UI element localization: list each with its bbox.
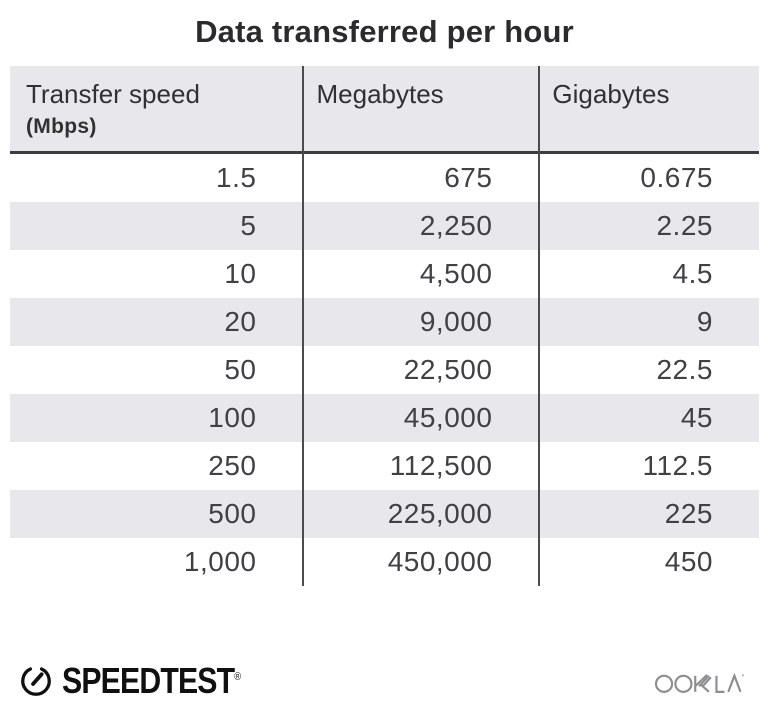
table-cell: 1,000 — [183, 546, 257, 577]
table-row: 10 4,500 4.5 — [10, 250, 759, 298]
table-cell: 675 — [444, 162, 493, 193]
footer: SPEEDTEST® — [0, 658, 769, 704]
ookla-logo — [653, 664, 745, 698]
column-divider — [538, 66, 541, 586]
table-cell: 225,000 — [387, 498, 493, 529]
table-cell: 500 — [208, 498, 257, 529]
ookla-letter-k — [694, 674, 712, 693]
table-cell: 112.5 — [642, 450, 713, 481]
table-cell: 9 — [696, 306, 713, 337]
data-table: Transfer speed (Mbps) Megabytes Gigabyte… — [10, 66, 759, 586]
speedtest-logo: SPEEDTEST® — [18, 663, 275, 699]
table-cell: 0.675 — [640, 162, 713, 193]
table-row: 1,000 450,000 450 — [10, 538, 759, 586]
table-cell: 100 — [208, 402, 257, 433]
speedtest-wordmark-text: SPEEDTEST — [62, 660, 235, 701]
column-divider — [302, 66, 305, 586]
table-cell: 50 — [224, 354, 257, 385]
table-cell: 22,500 — [403, 354, 493, 385]
ookla-letter-l — [715, 675, 725, 693]
ookla-letter-o — [654, 674, 674, 693]
table-cell: 1.5 — [216, 162, 257, 193]
speedtest-wordmark: SPEEDTEST® — [62, 663, 241, 699]
table-cell: 450,000 — [387, 546, 493, 577]
table-cell: 112,500 — [389, 450, 493, 481]
table-header-row: Transfer speed (Mbps) Megabytes Gigabyte… — [10, 66, 759, 154]
ookla-letter-o — [674, 674, 693, 693]
table-row: 20 9,000 9 — [10, 298, 759, 346]
table-row: 50 22,500 22.5 — [10, 346, 759, 394]
table-row: 100 45,000 45 — [10, 394, 759, 442]
table-row: 1.5 675 0.675 — [10, 154, 759, 202]
speedtest-gauge-icon — [18, 663, 54, 699]
table-cell: 9,000 — [419, 306, 493, 337]
table-row: 500 225,000 225 — [10, 490, 759, 538]
table-cell: 45 — [680, 402, 713, 433]
table-row: 250 112,500 112.5 — [10, 442, 759, 490]
column-header-label: Transfer speed — [26, 79, 200, 109]
column-header-transfer-speed: Transfer speed (Mbps) — [10, 66, 302, 151]
table-cell: 4.5 — [672, 258, 713, 289]
table-row: 5 2,250 2.25 — [10, 202, 759, 250]
column-header-unit: (Mbps) — [26, 114, 97, 138]
ookla-letter-a — [727, 672, 742, 693]
table-cell: 45,000 — [403, 402, 493, 433]
table-cell: 10 — [224, 258, 257, 289]
column-header-label: Megabytes — [316, 79, 444, 109]
table-body: 1.5 675 0.675 5 2,250 2.25 10 4,500 4.5 20 9,000 9 5… — [10, 154, 759, 586]
registered-trademark-mark: ® — [234, 671, 242, 683]
page-title: Data transferred per hour — [195, 14, 574, 49]
table-cell: 4,500 — [419, 258, 493, 289]
table-cell: 22.5 — [656, 354, 713, 385]
column-header-label: Gigabytes — [552, 79, 670, 109]
column-header-gigabytes: Gigabytes — [538, 66, 759, 151]
table-cell: 2,250 — [419, 210, 493, 241]
table-cell: 2.25 — [656, 210, 713, 241]
table-cell: 250 — [208, 450, 257, 481]
table-cell: 225 — [664, 498, 713, 529]
table-cell: 450 — [664, 546, 713, 577]
table-cell: 5 — [240, 210, 257, 241]
column-header-megabytes: Megabytes — [302, 66, 538, 151]
table-cell: 20 — [224, 306, 257, 337]
